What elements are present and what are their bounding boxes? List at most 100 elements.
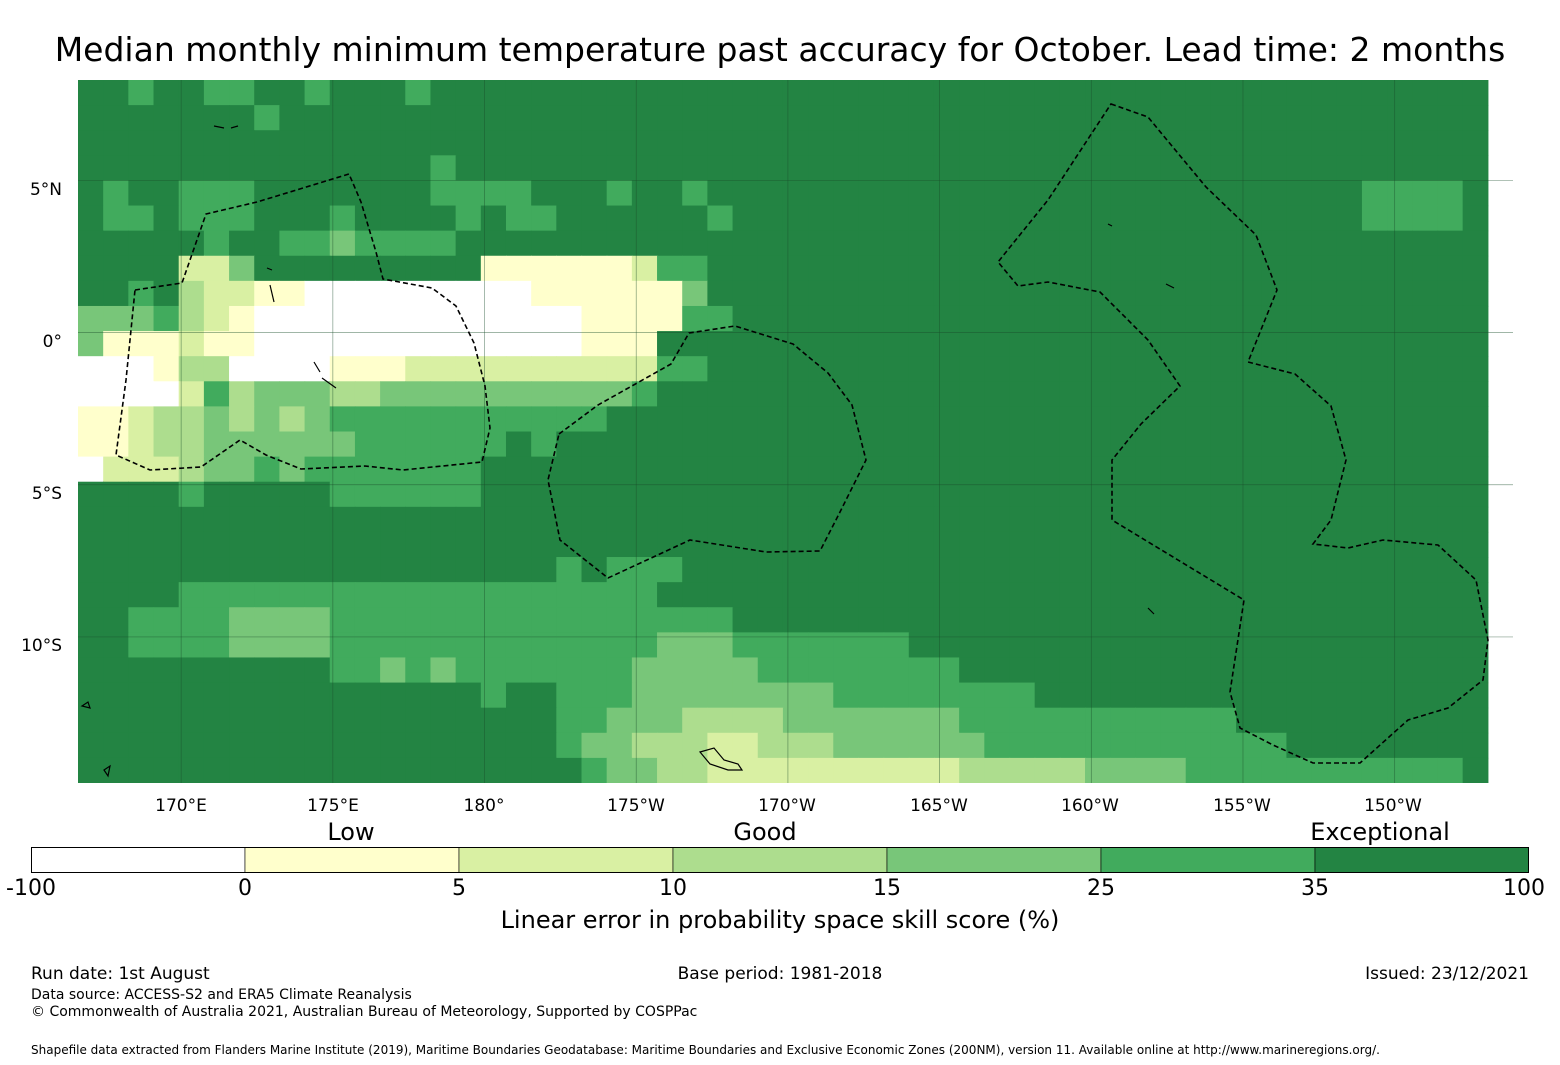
grid-cell (1210, 280, 1237, 307)
grid-cell (329, 80, 356, 106)
grid-cell (380, 155, 406, 182)
lon-label-160w: 160°W (1061, 796, 1119, 816)
grid-cell (455, 230, 482, 257)
grid-cell (833, 682, 860, 709)
grid-cell (581, 632, 608, 659)
grid-cell (959, 155, 985, 182)
grid-cell (556, 682, 583, 709)
grid-cell (757, 381, 784, 407)
graticule (78, 80, 1513, 783)
grid-cell (984, 707, 1011, 734)
grid-cell (480, 205, 507, 232)
grid-cell (732, 481, 759, 508)
grid-cell (1185, 180, 1212, 207)
grid-cell (128, 531, 155, 558)
grid-cell (430, 406, 457, 433)
grid-cell (631, 456, 658, 483)
grid-cell (1110, 230, 1136, 257)
grid-cell (1311, 607, 1338, 633)
island-cluster-north (213, 125, 337, 389)
grid-cell (1059, 130, 1086, 156)
grid-cell (858, 280, 885, 307)
grid-cell (606, 155, 633, 182)
grid-cell (1261, 531, 1288, 558)
grid-cell (984, 657, 1011, 684)
grid-cell (959, 632, 985, 659)
grid-cell (1462, 381, 1489, 407)
grid-cell (581, 531, 608, 558)
grid-cell (1261, 657, 1288, 684)
grid-cell (1311, 557, 1338, 583)
grid-cell (858, 331, 885, 357)
grid-cell (1361, 707, 1388, 734)
grid-cell (782, 255, 809, 282)
grid-cell (606, 431, 633, 458)
grid-cell (1085, 406, 1111, 433)
grid-cell (1437, 707, 1464, 734)
grid-cell (480, 105, 507, 131)
grid-cell (531, 732, 557, 759)
grid-cell (657, 431, 683, 458)
grid-cell (203, 657, 230, 684)
grid-cell (128, 155, 155, 182)
grid-cell (682, 582, 708, 608)
grid-cell (732, 607, 759, 633)
grid-cell (657, 180, 683, 207)
grid-cell (782, 431, 809, 458)
grid-cell (329, 682, 356, 709)
grid-cell (1437, 481, 1464, 508)
grid-cell (1412, 80, 1439, 106)
grid-cell (1135, 255, 1162, 282)
grid-cell (430, 607, 457, 633)
grid-cell (984, 481, 1011, 508)
grid-cell (808, 557, 834, 583)
grid-cell (1261, 632, 1288, 659)
grid-cell (581, 757, 608, 783)
grid-cell (581, 356, 608, 382)
grid-cell (103, 180, 129, 207)
grid-cell (984, 305, 1011, 332)
grid-cell (1160, 682, 1187, 709)
grid-cell (455, 105, 482, 131)
grid-cell (531, 406, 557, 433)
grid-cell (732, 456, 759, 483)
eez-boundary-central (547, 325, 867, 579)
grid-cell (505, 280, 532, 307)
grid-cell (229, 632, 255, 659)
grid-cell (606, 130, 633, 156)
grid-cell (1412, 230, 1439, 257)
grid-cell (1110, 682, 1136, 709)
grid-cell (1110, 205, 1136, 232)
grid-cell (631, 406, 658, 433)
grid-cell (556, 657, 583, 684)
grid-cell (707, 155, 734, 182)
grid-cell (908, 582, 935, 608)
grid-cell (153, 305, 180, 332)
grid-cell (707, 406, 734, 433)
grid-cell (1236, 732, 1262, 759)
grid-cell (732, 582, 759, 608)
grid-cell (581, 130, 608, 156)
grid-cell (505, 230, 532, 257)
grid-cell (304, 732, 331, 759)
grid-cell (631, 155, 658, 182)
grid-cell (304, 657, 331, 684)
grid-cell (304, 632, 331, 659)
grid-cell (1437, 255, 1464, 282)
grid-cell (1085, 732, 1111, 759)
grid-cell (1009, 230, 1036, 257)
grid-cell (1437, 456, 1464, 483)
grid-cell (128, 707, 155, 734)
grid-cell (682, 205, 708, 232)
grid-cell (631, 657, 658, 684)
grid-cell (1311, 582, 1338, 608)
grid-cell (1387, 707, 1413, 734)
grid-cell (1361, 582, 1388, 608)
grid-cell (808, 406, 834, 433)
grid-cell (581, 431, 608, 458)
grid-cell (1361, 80, 1388, 106)
grid-cell (304, 305, 331, 332)
grid-cell (78, 130, 104, 156)
grid-cell (1261, 431, 1288, 458)
grid-cell (1286, 531, 1313, 558)
